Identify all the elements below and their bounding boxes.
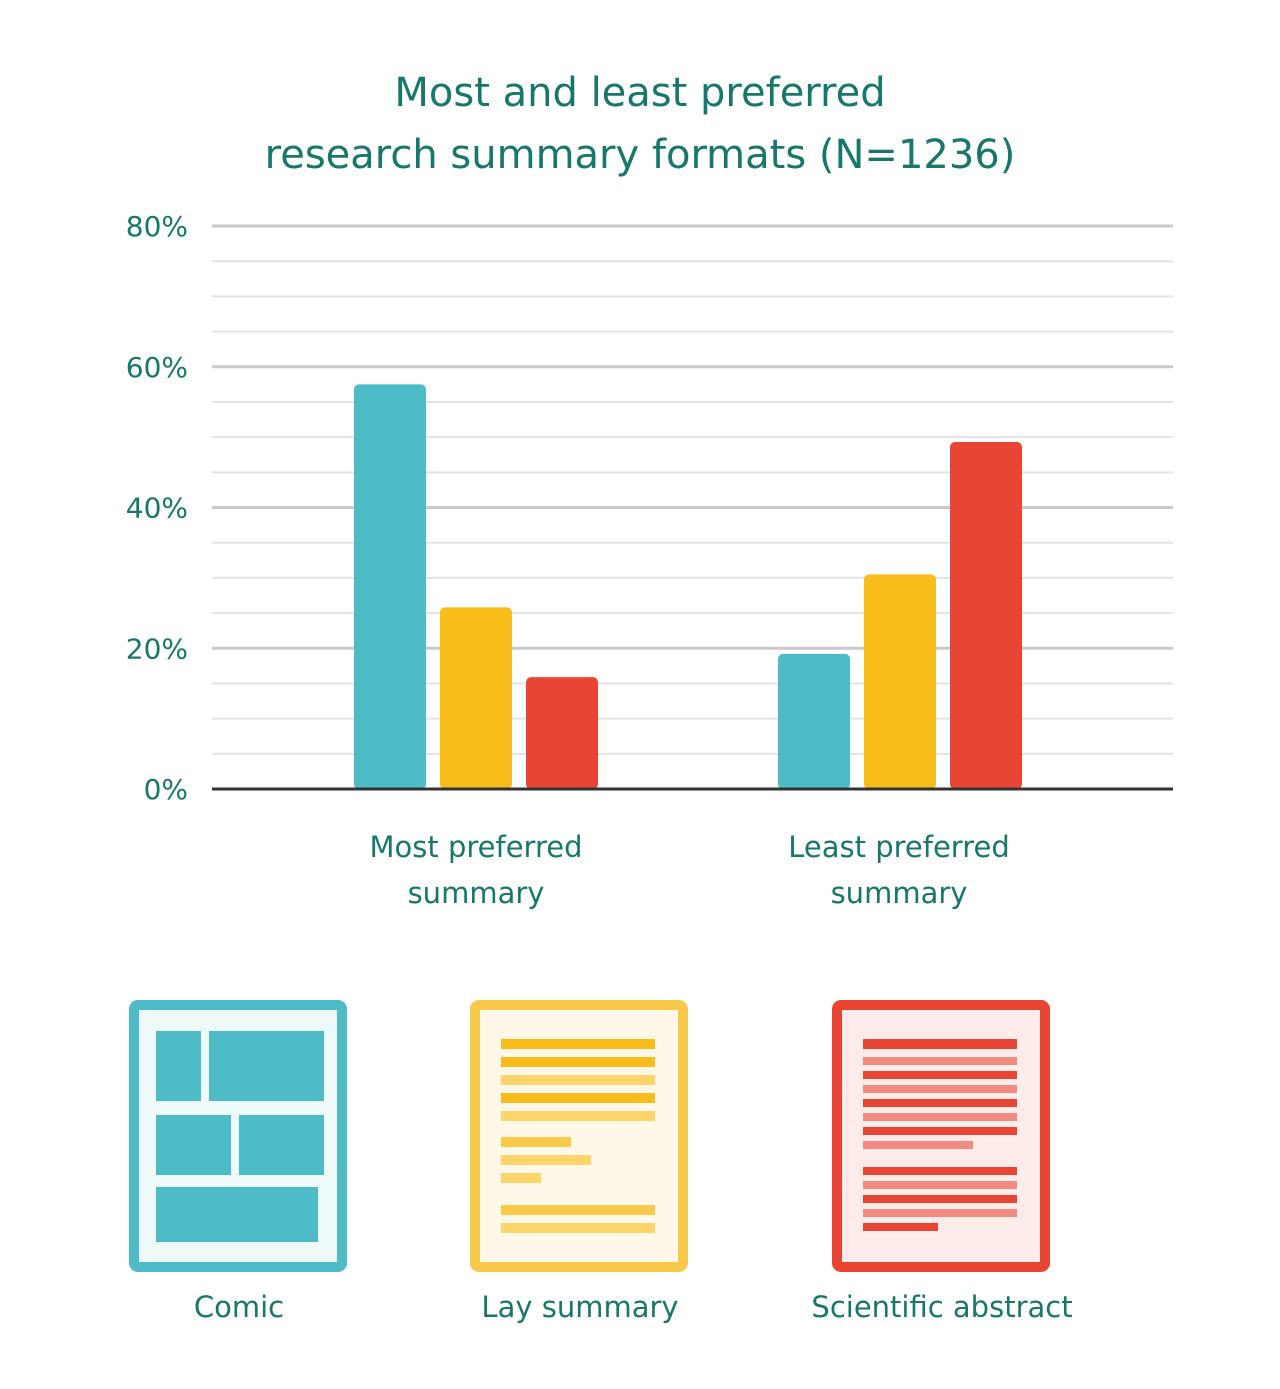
scientific-abstract-icon <box>832 1000 1050 1272</box>
chart-title-line-2: research summary formats (N=1236) <box>264 132 1016 178</box>
lay-summary-icon <box>470 1000 688 1272</box>
bar-lay-summary <box>440 607 512 789</box>
bar-scientific-abstract <box>950 442 1022 789</box>
bar-scientific-abstract <box>526 677 598 789</box>
category-label-most-preferred: Most preferred summary <box>369 830 583 910</box>
y-tick-label: 60% <box>126 351 188 384</box>
comic-icon <box>129 1000 347 1272</box>
legend-label-comic: Comic <box>193 1290 285 1324</box>
y-tick-label: 20% <box>126 632 188 665</box>
bar-chart: 0% 20% 40% 60% 80% <box>126 210 1173 806</box>
y-tick-label: 80% <box>126 210 188 243</box>
legend-label-scientific-abstract: Scientific abstract <box>811 1290 1073 1324</box>
legend-label-lay-summary: Lay summary <box>481 1290 679 1324</box>
category-label-least-preferred: Least preferred summary <box>788 830 1010 910</box>
bar-lay-summary <box>864 574 936 789</box>
chart-title-line-1: Most and least preferred <box>394 70 886 116</box>
y-tick-label: 40% <box>126 492 188 525</box>
bar-comic <box>354 384 426 789</box>
bar-comic <box>778 653 850 789</box>
chart-title: Most and least preferred research summar… <box>0 62 1280 186</box>
y-tick-label: 0% <box>144 773 188 806</box>
